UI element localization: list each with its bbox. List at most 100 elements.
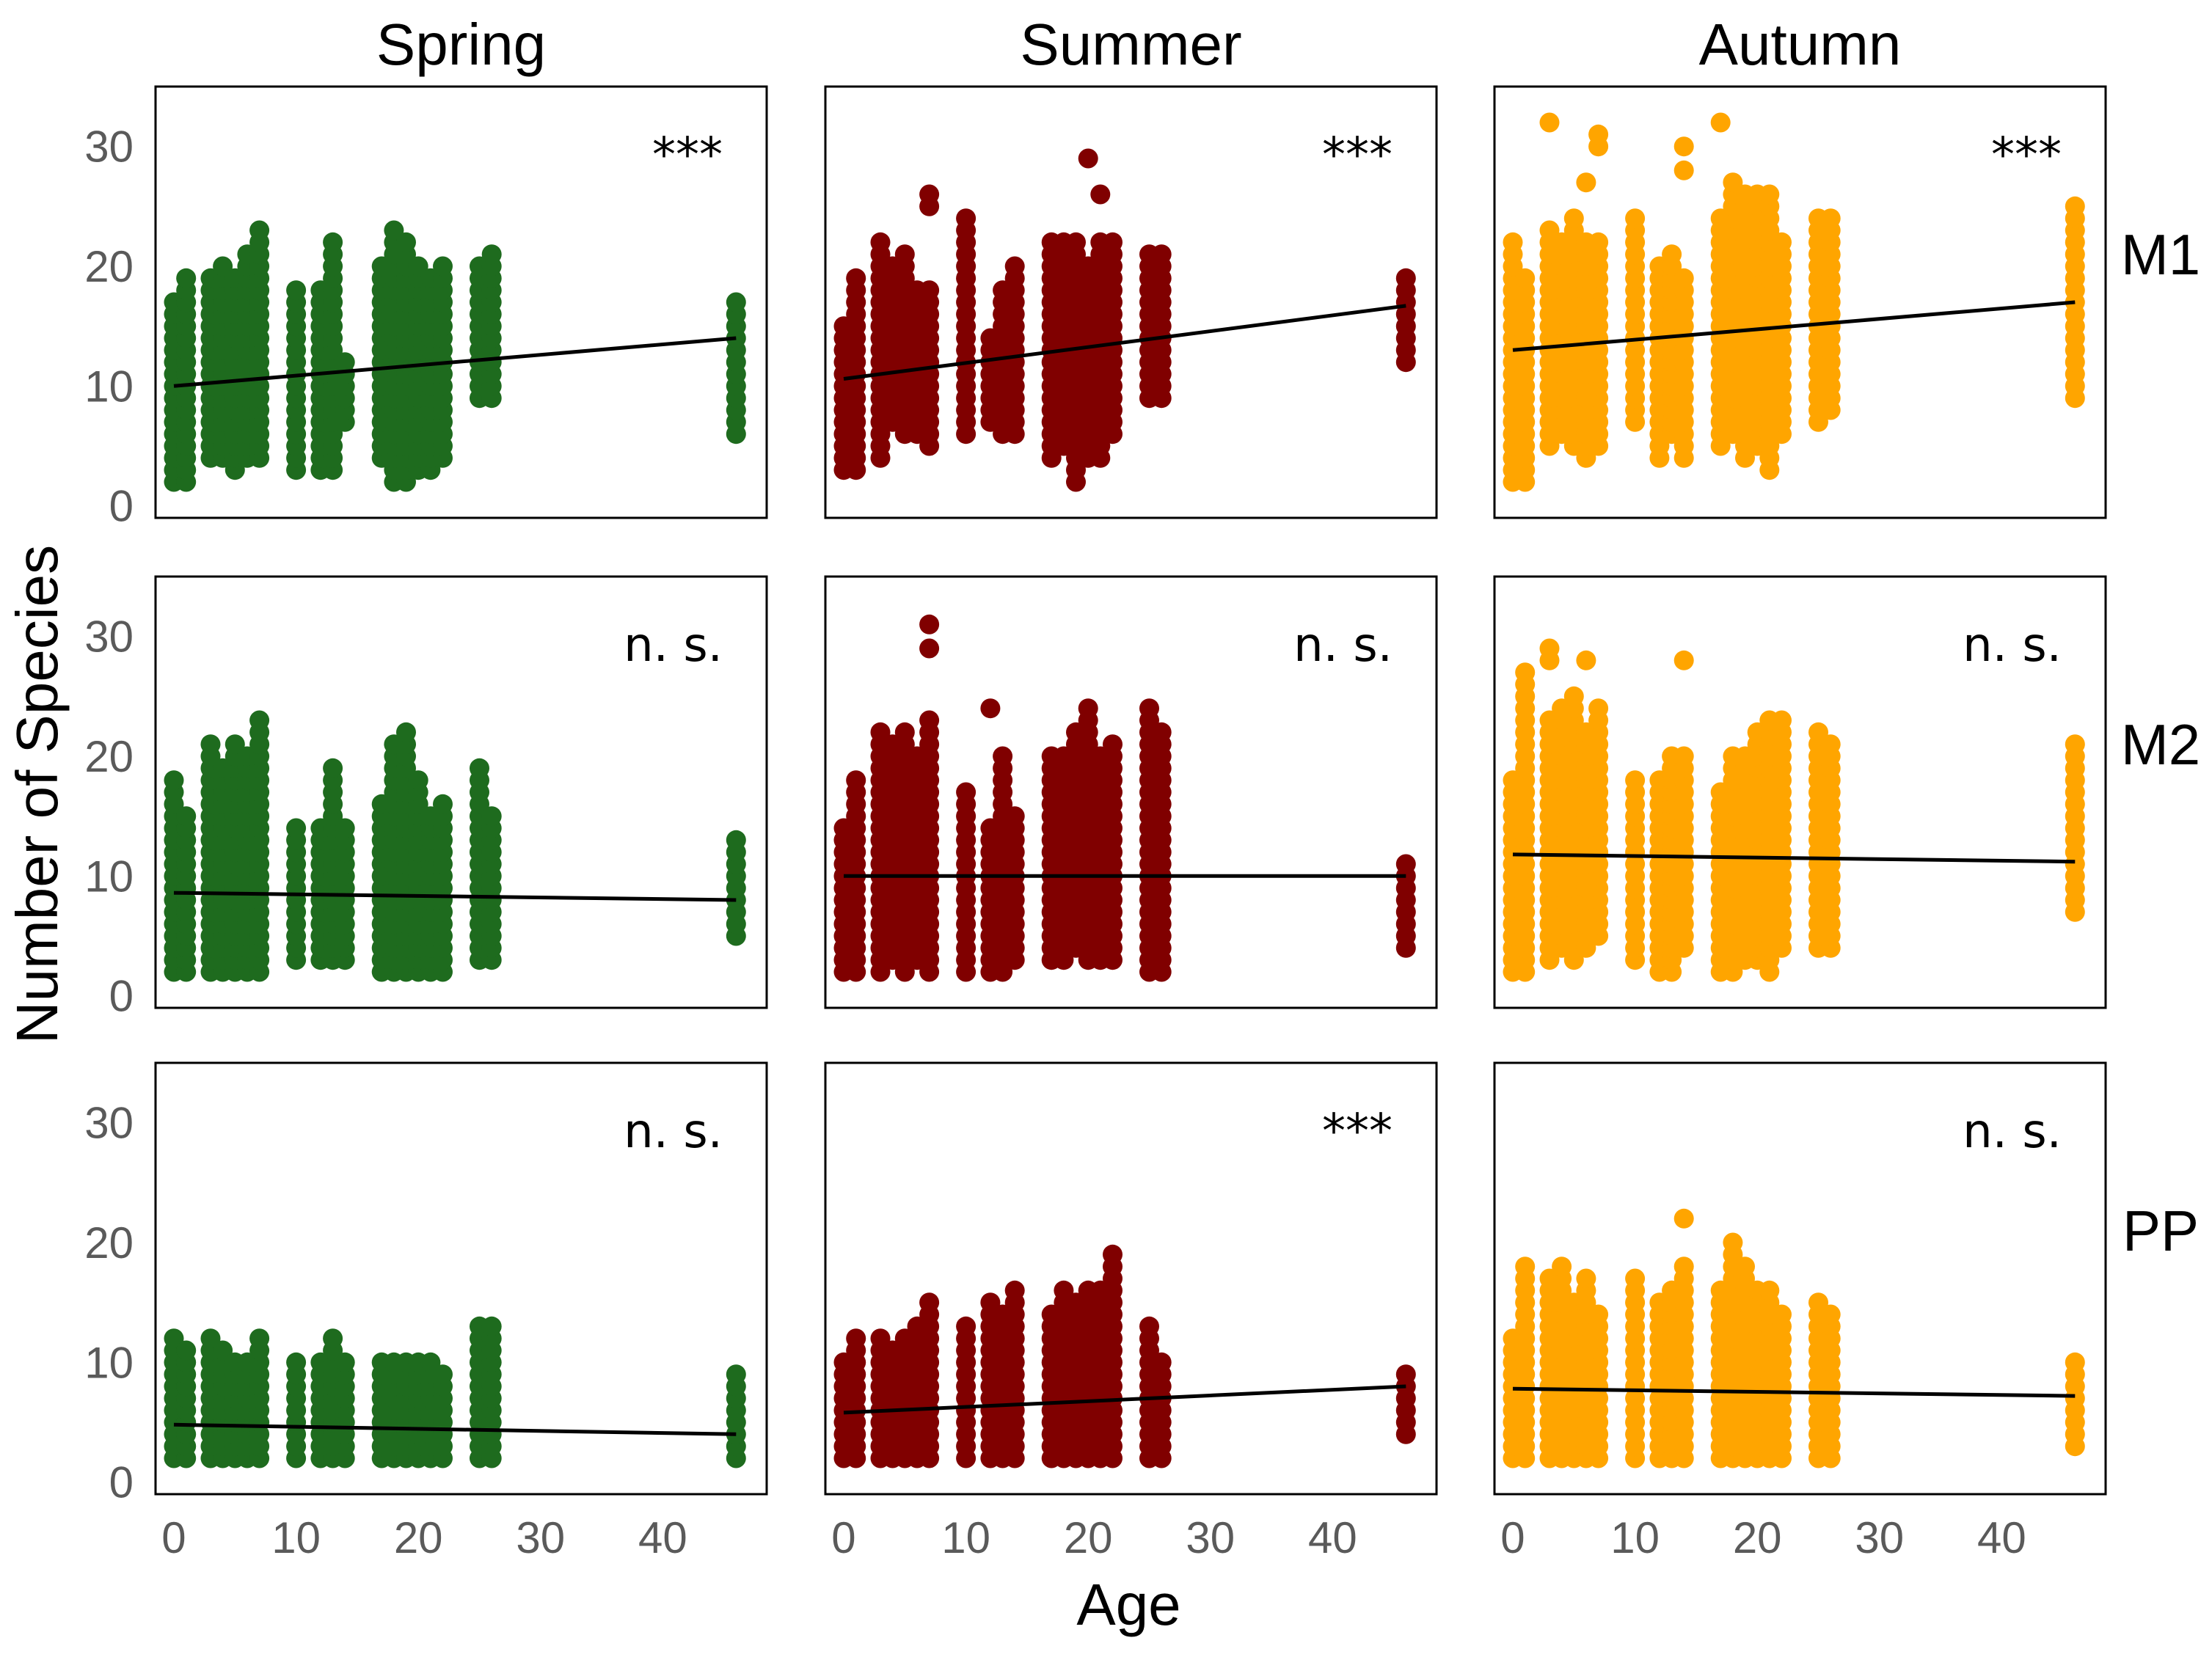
- data-point-summer-m1: [1090, 184, 1111, 205]
- data-point-summer-m1: [1103, 232, 1123, 252]
- data-point-autumn-pp: [1625, 1268, 1646, 1289]
- data-point-autumn-m1: [1515, 268, 1536, 288]
- data-point-spring-m1: [249, 220, 270, 241]
- row-label-m1: M1: [2121, 222, 2200, 287]
- data-point-summer-m2: [993, 746, 1013, 767]
- data-point-spring-m1: [176, 268, 197, 288]
- x-tick-label-spring-10: 10: [271, 1513, 321, 1562]
- y-tick-label-pp-0: 0: [109, 1458, 134, 1507]
- data-point-autumn-m1: [1588, 124, 1609, 145]
- data-point-spring-pp: [726, 1364, 746, 1385]
- data-point-summer-m1: [956, 208, 977, 229]
- significance-label-summer-pp: ***: [1322, 1105, 1392, 1159]
- panel-frame-summer-pp: [824, 1061, 1438, 1496]
- data-point-autumn-pp: [1576, 1268, 1596, 1289]
- panel-frame-autumn-pp: [1493, 1061, 2107, 1496]
- data-point-autumn-pp: [1552, 1257, 1572, 1277]
- x-tick-label-summer-10: 10: [941, 1513, 990, 1562]
- panel-frame-autumn-m2: [1493, 575, 2107, 1009]
- data-point-spring-m1: [726, 292, 746, 312]
- y-tick-label-m1-0: 0: [109, 482, 134, 531]
- data-point-summer-pp: [956, 1316, 977, 1336]
- data-point-spring-m2: [286, 818, 307, 838]
- data-point-autumn-m2: [1772, 710, 1792, 731]
- trend-line-spring-m2: [173, 890, 737, 902]
- data-point-spring-m2: [481, 806, 502, 827]
- x-tick-label-autumn-30: 30: [1855, 1513, 1904, 1562]
- trend-line-summer-m1: [843, 304, 1406, 381]
- data-point-summer-m2: [846, 770, 866, 791]
- y-tick-label-pp-30: 30: [84, 1099, 134, 1148]
- data-point-autumn-m1: [1539, 112, 1560, 133]
- data-point-spring-m1: [384, 220, 404, 241]
- panel-frame-spring-m2: [154, 575, 768, 1009]
- data-point-autumn-m2: [1673, 650, 1694, 670]
- significance-label-summer-m1: ***: [1322, 128, 1392, 183]
- data-point-autumn-m1: [1673, 268, 1694, 288]
- x-tick-label-autumn-0: 0: [1500, 1513, 1525, 1562]
- data-point-summer-m2: [1004, 806, 1025, 827]
- data-point-autumn-m2: [1563, 686, 1584, 706]
- trend-line-autumn-pp: [1512, 1386, 2076, 1398]
- data-point-spring-m2: [323, 758, 343, 778]
- data-point-autumn-pp: [1723, 1232, 1743, 1253]
- data-point-autumn-pp: [2065, 1352, 2085, 1372]
- data-point-summer-m2: [919, 614, 940, 634]
- data-point-summer-pp: [919, 1292, 940, 1313]
- data-point-autumn-pp: [1588, 1304, 1609, 1325]
- data-point-spring-pp: [213, 1340, 233, 1361]
- data-point-summer-m1: [1078, 148, 1098, 169]
- trend-line-autumn-m2: [1512, 852, 2076, 864]
- column-title-autumn: Autumn: [1699, 12, 1902, 77]
- data-point-summer-m1: [846, 268, 866, 288]
- data-point-summer-pp: [1103, 1257, 1123, 1277]
- data-point-summer-m2: [894, 722, 915, 742]
- y-tick-label-m2-20: 20: [84, 732, 134, 781]
- y-tick-label-pp-20: 20: [84, 1218, 134, 1268]
- data-point-autumn-m1: [1673, 136, 1694, 157]
- y-tick-label-pp-10: 10: [84, 1338, 134, 1387]
- data-point-summer-pp: [1004, 1280, 1025, 1301]
- y-tick-label-m2-10: 10: [84, 852, 134, 901]
- row-label-pp: PP: [2122, 1199, 2199, 1263]
- panel-frame-summer-m2: [824, 575, 1438, 1009]
- data-point-spring-pp: [420, 1352, 441, 1372]
- data-point-summer-pp: [1139, 1316, 1159, 1336]
- data-point-autumn-m1: [1625, 208, 1646, 229]
- data-point-spring-pp: [164, 1328, 184, 1349]
- data-point-autumn-m2: [1625, 770, 1646, 791]
- data-point-summer-m1: [919, 184, 940, 205]
- column-title-summer: Summer: [1020, 12, 1241, 77]
- data-point-autumn-m2: [2065, 734, 2085, 755]
- data-point-autumn-m2: [1515, 662, 1536, 683]
- x-tick-label-autumn-10: 10: [1610, 1513, 1660, 1562]
- data-point-summer-m2: [980, 698, 1001, 719]
- data-point-spring-pp: [323, 1328, 343, 1349]
- data-point-spring-m2: [433, 794, 453, 814]
- data-point-spring-m2: [249, 710, 270, 731]
- data-point-autumn-pp: [1820, 1304, 1841, 1325]
- data-point-autumn-m1: [1759, 184, 1780, 205]
- x-axis-title: Age: [1076, 1572, 1180, 1637]
- data-point-spring-m1: [408, 256, 428, 277]
- data-point-spring-m1: [433, 256, 453, 277]
- data-point-summer-m2: [1078, 698, 1098, 719]
- significance-label-autumn-pp: n. s.: [1963, 1105, 2062, 1159]
- data-point-spring-m2: [726, 830, 746, 850]
- x-tick-label-summer-30: 30: [1186, 1513, 1235, 1562]
- x-tick-label-summer-20: 20: [1064, 1513, 1113, 1562]
- data-point-spring-m1: [396, 232, 416, 252]
- data-point-autumn-pp: [1673, 1208, 1694, 1229]
- data-point-autumn-m1: [1820, 208, 1841, 229]
- data-point-autumn-m2: [1673, 746, 1694, 767]
- significance-label-autumn-m2: n. s.: [1963, 618, 2062, 673]
- data-point-spring-m1: [323, 232, 343, 252]
- data-point-summer-m1: [919, 280, 940, 301]
- data-point-autumn-m2: [1808, 722, 1828, 742]
- data-point-spring-m2: [335, 818, 355, 838]
- data-point-autumn-pp: [1808, 1292, 1828, 1313]
- row-label-m2: M2: [2121, 712, 2200, 777]
- x-tick-label-spring-20: 20: [394, 1513, 443, 1562]
- data-point-spring-pp: [433, 1364, 453, 1385]
